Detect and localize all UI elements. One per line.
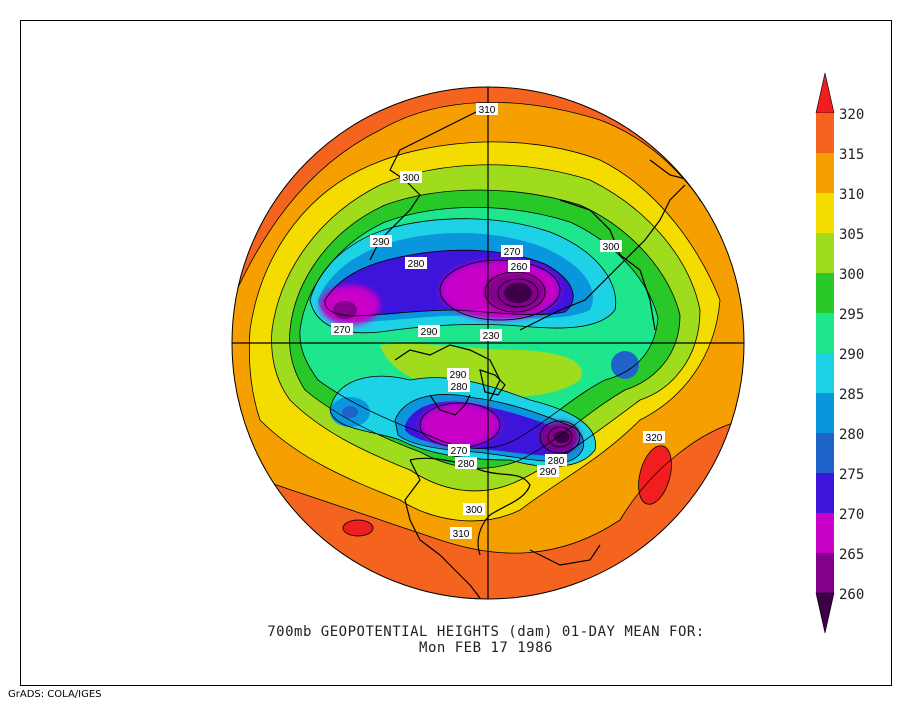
contour-label-bg <box>455 457 477 469</box>
colorbar-swatch <box>816 353 834 393</box>
colorbar-tick-label: 290 <box>839 347 864 363</box>
contour-label: 290 <box>450 370 467 381</box>
colorbar-swatch <box>816 233 834 273</box>
contour-label-bg <box>400 171 422 183</box>
contour-label: 290 <box>540 467 557 478</box>
contour-label: 280 <box>451 382 468 393</box>
colorbar-tick-label: 280 <box>839 427 864 443</box>
caption-title: 700mb GEOPOTENTIAL HEIGHTS (dam) 01-DAY … <box>267 624 705 640</box>
contour-label: 230 <box>483 331 500 342</box>
colorbar-tick-label: 285 <box>839 387 864 403</box>
colorbar-swatch <box>816 273 834 313</box>
low-275-east <box>611 351 639 379</box>
contour-label: 300 <box>403 173 420 184</box>
colorbar-swatch <box>816 513 834 553</box>
contour-label-bg <box>450 527 472 539</box>
colorbar-swatch <box>816 153 834 193</box>
contour-label: 310 <box>479 105 496 116</box>
low-265-south <box>420 403 500 447</box>
low-275-sw <box>342 406 358 418</box>
contour-label: 270 <box>334 325 351 336</box>
colorbar-tick-label: 295 <box>839 307 864 323</box>
colorbar-tick-label: 300 <box>839 267 864 283</box>
colorbar-swatch <box>816 433 834 473</box>
colorbar-tick-label: 260 <box>839 587 864 603</box>
plot-frame <box>20 20 892 686</box>
colorbar-tick-label: 305 <box>839 227 864 243</box>
contour-label: 280 <box>548 456 565 467</box>
colorbar-tick-label: 320 <box>839 107 864 123</box>
colorbar-tick-label: 270 <box>839 507 864 523</box>
low-center-north <box>504 283 532 303</box>
contour-label: 300 <box>603 242 620 253</box>
contour-label-bg <box>501 245 523 257</box>
contour-label-bg <box>418 325 440 337</box>
contour-label-bg <box>643 431 665 443</box>
colorbar-swatch <box>816 473 834 513</box>
low-center-east <box>554 431 570 443</box>
contour-label-bg <box>508 260 530 272</box>
colorbar-tick-label: 310 <box>839 187 864 203</box>
caption-date: Mon FEB 17 1986 <box>419 640 553 656</box>
contour-label-bg <box>331 323 353 335</box>
colorbar-swatch <box>816 113 834 153</box>
contour-label-bg <box>537 465 559 477</box>
contour-label: 270 <box>451 446 468 457</box>
contour-label: 270 <box>504 247 521 258</box>
colorbar-tick-label: 265 <box>839 547 864 563</box>
contour-label: 320 <box>646 433 663 444</box>
colorbar-tick-label: 275 <box>839 467 864 483</box>
colorbar-swatch <box>816 393 834 433</box>
contour-label-bg <box>600 240 622 252</box>
colorbar: 320 315 310 305 300 295 290 285 280 275 270 265 260 <box>815 72 864 634</box>
colorbar-bottom-arrow <box>815 592 835 634</box>
contour-label-bg <box>448 444 470 456</box>
high-320-south <box>343 520 373 536</box>
contour-label-bg <box>448 380 470 392</box>
contour-label-bg <box>463 503 485 515</box>
contour-label-bg <box>447 368 469 380</box>
contour-label: 290 <box>373 237 390 248</box>
colorbar-swatch <box>816 193 834 233</box>
contour-label: 290 <box>421 327 438 338</box>
contour-label-bg <box>370 235 392 247</box>
colorbar-tick-label: 315 <box>839 147 864 163</box>
contour-label: 280 <box>458 459 475 470</box>
contour-label-bg <box>480 329 502 341</box>
colorbar-swatch <box>816 313 834 353</box>
contour-label-bg <box>405 257 427 269</box>
colorbar-swatch <box>816 553 834 593</box>
contour-label: 300 <box>466 505 483 516</box>
contour-label: 310 <box>453 529 470 540</box>
contour-label: 260 <box>511 262 528 273</box>
contour-label-bg <box>545 454 567 466</box>
grads-credit: GrADS: COLA/IGES <box>8 689 102 700</box>
contour-label: 280 <box>408 259 425 270</box>
contour-label-bg <box>476 103 498 115</box>
colorbar-top-arrow <box>815 72 835 114</box>
